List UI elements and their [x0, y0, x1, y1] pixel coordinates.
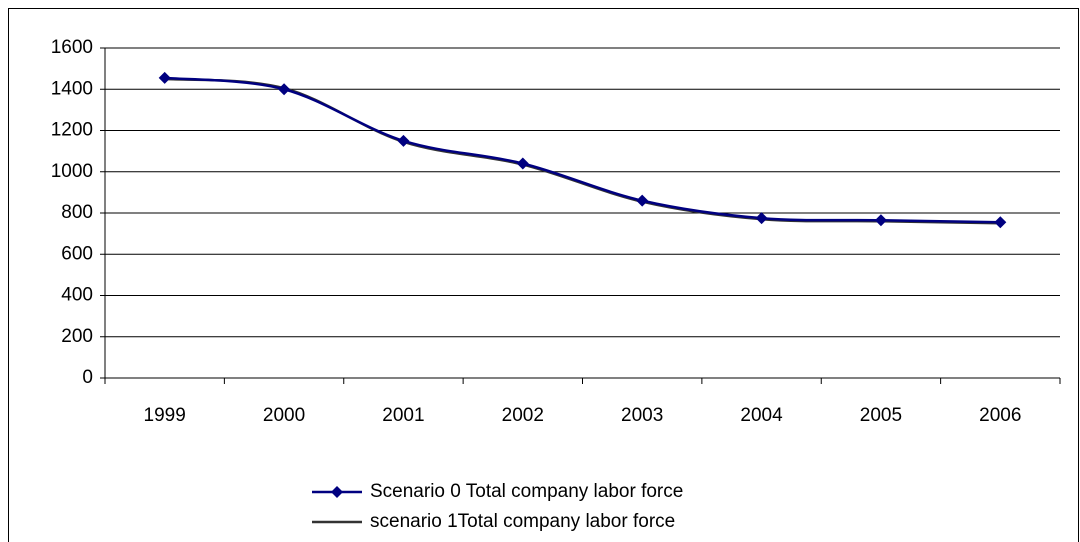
data-point	[874, 214, 887, 227]
x-tick-label: 2002	[502, 405, 544, 426]
y-tick-label: 1400	[51, 78, 93, 99]
data-point	[397, 134, 410, 147]
data-point	[278, 83, 291, 96]
legend-label: scenario 1Total company labor force	[370, 511, 675, 532]
data-point	[516, 157, 529, 170]
data-point	[994, 216, 1007, 229]
x-tick-label: 2003	[621, 405, 663, 426]
y-tick-label: 0	[82, 367, 93, 388]
x-tick-label: 2005	[860, 405, 902, 426]
x-tick-label: 1999	[144, 405, 186, 426]
y-tick-label: 600	[61, 243, 93, 264]
data-point	[636, 194, 649, 207]
x-tick-label: 2001	[382, 405, 424, 426]
x-tick-label: 2006	[979, 405, 1021, 426]
data-point	[158, 71, 171, 84]
y-tick-label: 400	[61, 285, 93, 306]
y-tick-label: 200	[61, 326, 93, 347]
legend-marker	[331, 486, 343, 498]
y-tick-label: 800	[61, 202, 93, 223]
y-tick-label: 1600	[51, 37, 93, 58]
chart-frame	[8, 8, 1079, 542]
series-line	[164, 76, 1001, 224]
x-tick-label: 2000	[263, 405, 305, 426]
data-point	[755, 212, 768, 225]
y-tick-label: 1200	[51, 120, 93, 141]
x-tick-label: 2004	[740, 405, 783, 426]
y-tick-label: 1000	[51, 161, 93, 182]
legend-label: Scenario 0 Total company labor force	[370, 481, 683, 502]
